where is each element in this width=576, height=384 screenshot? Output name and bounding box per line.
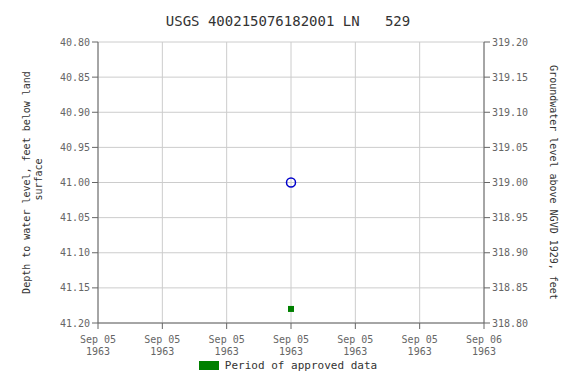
svg-text:319.20: 319.20 [492, 37, 528, 48]
svg-text:Depth to water level, feet bel: Depth to water level, feet below land su… [21, 71, 44, 294]
svg-text:Sep 061963: Sep 061963 [466, 334, 502, 357]
html-text:USGS 400215076182001 LN 529: USGS 400215076182001 LN 529 [165, 13, 411, 29]
svg-text:40.80: 40.80 [60, 37, 90, 48]
svg-text:40.85: 40.85 [60, 72, 90, 83]
svg-text:318.90: 318.90 [492, 247, 528, 258]
svg-text:Sep 051963: Sep 051963 [209, 334, 245, 357]
html-text:Period of approved data: Period of approved data [224, 359, 378, 372]
svg-text:Groundwater level above NGVD 1: Groundwater level above NGVD 1929, feet [548, 65, 559, 300]
svg-text:41.00: 41.00 [60, 177, 90, 188]
svg-text:318.80: 318.80 [492, 318, 528, 329]
svg-text:318.85: 318.85 [492, 282, 528, 293]
svg-text:40.90: 40.90 [60, 107, 90, 118]
svg-text:319.15: 319.15 [492, 72, 528, 83]
svg-text:Sep 051963: Sep 051963 [337, 334, 373, 357]
svg-text:319.05: 319.05 [492, 142, 528, 153]
svg-text:Sep 051963: Sep 051963 [144, 334, 180, 357]
svg-text:Sep 051963: Sep 051963 [80, 334, 116, 357]
svg-text:41.15: 41.15 [60, 282, 90, 293]
svg-text:Sep 051963: Sep 051963 [402, 334, 438, 357]
svg-text:319.10: 319.10 [492, 107, 528, 118]
svg-text:41.10: 41.10 [60, 247, 90, 258]
svg-text:41.05: 41.05 [60, 212, 90, 223]
svg-text:319.00: 319.00 [492, 177, 528, 188]
svg-text:318.95: 318.95 [492, 212, 528, 223]
svg-text:Sep 051963: Sep 051963 [273, 334, 309, 357]
svg-text:41.20: 41.20 [60, 318, 90, 329]
svg-text:40.95: 40.95 [60, 142, 90, 153]
